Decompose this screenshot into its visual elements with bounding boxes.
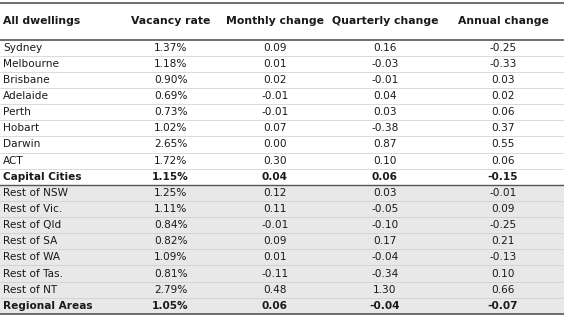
Text: 0.16: 0.16 — [373, 43, 396, 53]
Text: 0.48: 0.48 — [263, 285, 287, 294]
Text: 0.09: 0.09 — [263, 236, 287, 246]
Text: -0.01: -0.01 — [261, 107, 289, 117]
Text: 1.72%: 1.72% — [154, 156, 187, 165]
Text: Quarterly change: Quarterly change — [332, 16, 438, 26]
Text: 0.17: 0.17 — [373, 236, 396, 246]
Text: 0.66: 0.66 — [491, 285, 515, 294]
Text: -0.38: -0.38 — [371, 123, 399, 133]
Bar — [0, 281, 564, 298]
Text: 1.18%: 1.18% — [154, 59, 187, 69]
Text: Monthly change: Monthly change — [226, 16, 324, 26]
Text: 0.03: 0.03 — [373, 107, 396, 117]
Text: 0.73%: 0.73% — [154, 107, 187, 117]
Text: Rest of Qld: Rest of Qld — [3, 220, 61, 230]
Text: Brisbane: Brisbane — [3, 75, 50, 85]
Text: -0.25: -0.25 — [490, 220, 517, 230]
Text: 0.87: 0.87 — [373, 139, 396, 150]
Text: Rest of SA: Rest of SA — [3, 236, 58, 246]
Text: 0.07: 0.07 — [263, 123, 287, 133]
Bar — [0, 298, 564, 314]
Text: 0.69%: 0.69% — [154, 91, 187, 101]
Bar — [0, 217, 564, 233]
Bar — [0, 201, 564, 217]
Text: -0.10: -0.10 — [371, 220, 399, 230]
Text: 0.30: 0.30 — [263, 156, 287, 165]
Text: -0.07: -0.07 — [488, 301, 518, 311]
Text: 0.03: 0.03 — [491, 75, 515, 85]
Text: Rest of NT: Rest of NT — [3, 285, 58, 294]
Text: All dwellings: All dwellings — [3, 16, 81, 26]
Text: 0.06: 0.06 — [491, 156, 515, 165]
Text: 2.65%: 2.65% — [154, 139, 187, 150]
Text: Vacancy rate: Vacancy rate — [131, 16, 210, 26]
Text: 0.09: 0.09 — [491, 204, 515, 214]
Text: 0.02: 0.02 — [491, 91, 515, 101]
Text: 1.05%: 1.05% — [152, 301, 189, 311]
Text: -0.15: -0.15 — [488, 172, 518, 182]
Text: 0.84%: 0.84% — [154, 220, 187, 230]
Text: Regional Areas: Regional Areas — [3, 301, 93, 311]
Text: Rest of Tas.: Rest of Tas. — [3, 268, 63, 279]
Text: 1.37%: 1.37% — [154, 43, 187, 53]
Text: 0.10: 0.10 — [491, 268, 515, 279]
Text: Sydney: Sydney — [3, 43, 43, 53]
Text: 0.02: 0.02 — [263, 75, 287, 85]
Text: Annual change: Annual change — [457, 16, 549, 26]
Text: Hobart: Hobart — [3, 123, 39, 133]
Text: 0.55: 0.55 — [491, 139, 515, 150]
Text: Rest of Vic.: Rest of Vic. — [3, 204, 63, 214]
Text: 0.82%: 0.82% — [154, 236, 187, 246]
Text: 0.00: 0.00 — [263, 139, 287, 150]
Text: 1.15%: 1.15% — [152, 172, 189, 182]
Text: -0.34: -0.34 — [371, 268, 399, 279]
Text: Rest of NSW: Rest of NSW — [3, 188, 68, 198]
Text: 2.79%: 2.79% — [154, 285, 187, 294]
Text: Darwin: Darwin — [3, 139, 41, 150]
Text: -0.13: -0.13 — [490, 252, 517, 262]
Text: 0.10: 0.10 — [373, 156, 396, 165]
Text: Capital Cities: Capital Cities — [3, 172, 82, 182]
Text: -0.01: -0.01 — [261, 91, 289, 101]
Text: -0.01: -0.01 — [490, 188, 517, 198]
Text: 0.04: 0.04 — [373, 91, 396, 101]
Text: -0.33: -0.33 — [490, 59, 517, 69]
Text: 1.30: 1.30 — [373, 285, 396, 294]
Text: 0.12: 0.12 — [263, 188, 287, 198]
Bar — [0, 185, 564, 201]
Text: -0.25: -0.25 — [490, 43, 517, 53]
Text: 0.06: 0.06 — [372, 172, 398, 182]
Text: Rest of WA: Rest of WA — [3, 252, 60, 262]
Text: 0.06: 0.06 — [491, 107, 515, 117]
Bar — [0, 249, 564, 265]
Text: Melbourne: Melbourne — [3, 59, 59, 69]
Text: 1.11%: 1.11% — [154, 204, 187, 214]
Text: 0.01: 0.01 — [263, 59, 287, 69]
Text: -0.11: -0.11 — [261, 268, 289, 279]
Text: Adelaide: Adelaide — [3, 91, 50, 101]
Text: -0.05: -0.05 — [371, 204, 399, 214]
Text: 1.09%: 1.09% — [154, 252, 187, 262]
Text: Perth: Perth — [3, 107, 31, 117]
Text: 0.81%: 0.81% — [154, 268, 187, 279]
Text: 0.21: 0.21 — [491, 236, 515, 246]
Text: 0.09: 0.09 — [263, 43, 287, 53]
Text: -0.04: -0.04 — [371, 252, 399, 262]
Text: -0.01: -0.01 — [371, 75, 399, 85]
Text: -0.01: -0.01 — [261, 220, 289, 230]
Text: 1.02%: 1.02% — [154, 123, 187, 133]
Bar — [0, 3, 564, 40]
Text: 0.01: 0.01 — [263, 252, 287, 262]
Text: 0.06: 0.06 — [262, 301, 288, 311]
Text: -0.03: -0.03 — [371, 59, 399, 69]
Text: 0.11: 0.11 — [263, 204, 287, 214]
Text: ACT: ACT — [3, 156, 24, 165]
Bar — [0, 233, 564, 249]
Text: -0.04: -0.04 — [369, 301, 400, 311]
Text: 0.90%: 0.90% — [154, 75, 187, 85]
Text: 0.03: 0.03 — [373, 188, 396, 198]
Text: 0.04: 0.04 — [262, 172, 288, 182]
Text: 0.37: 0.37 — [491, 123, 515, 133]
Bar — [0, 265, 564, 281]
Text: 1.25%: 1.25% — [154, 188, 187, 198]
